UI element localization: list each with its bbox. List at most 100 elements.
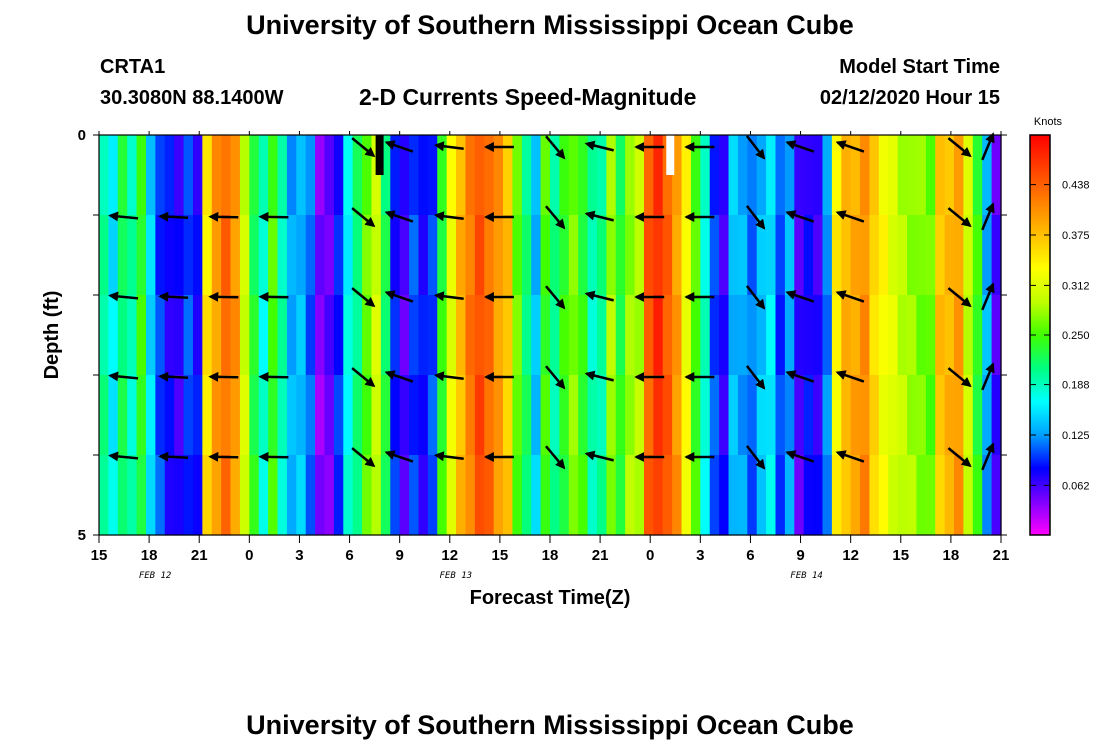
heatmap-cell [775, 135, 786, 216]
heatmap-cell [935, 135, 946, 216]
heatmap-cell [117, 295, 128, 376]
heatmap-cell [399, 215, 410, 296]
heatmap-cell [841, 375, 852, 456]
heatmap-cell [625, 215, 636, 296]
heatmap-cell [568, 215, 579, 296]
heatmap-cell [371, 215, 382, 296]
heatmap-cell [409, 215, 420, 296]
heatmap-cell [380, 375, 391, 456]
current-vector [433, 451, 464, 462]
heatmap-cell [841, 295, 852, 376]
heatmap-cell [954, 375, 965, 456]
heatmap-cell [296, 135, 307, 216]
plot-title: 2-D Currents Speed-Magnitude [359, 84, 697, 110]
heatmap-cell [690, 375, 701, 456]
heatmap-cell [653, 135, 664, 216]
heatmap-cell [606, 375, 617, 456]
heatmap-cell [991, 135, 1002, 216]
heatmap-cell [108, 455, 119, 536]
heatmap-cell [446, 135, 457, 216]
current-vector [384, 210, 414, 223]
heatmap-cell [596, 215, 607, 296]
current-vector [351, 447, 376, 468]
station-coords: 30.3080N 88.1400W [100, 87, 284, 109]
heatmap-cell [352, 455, 363, 536]
heatmap-cell [963, 135, 974, 216]
heatmap-cell [99, 455, 109, 536]
heatmap-cell [982, 215, 993, 296]
current-vector [108, 371, 139, 382]
heatmap-cell [672, 215, 683, 296]
heatmap-cell [380, 455, 391, 536]
heatmap-cell [324, 295, 335, 376]
heatmap-cell [521, 135, 532, 216]
current-vector [158, 371, 189, 382]
heatmap-cell [108, 295, 119, 376]
current-vector [208, 291, 239, 302]
heatmap-cell [99, 375, 109, 456]
heatmap-cell [775, 215, 786, 296]
heatmap-cell [794, 295, 805, 376]
heatmap-cell [766, 215, 777, 296]
heatmap-cell [756, 135, 767, 216]
x-tick-label: 21 [592, 547, 609, 564]
heatmap-cell [672, 375, 683, 456]
heatmap-cell [653, 375, 664, 456]
heatmap-cell [728, 295, 739, 376]
heatmap-cell [427, 375, 438, 456]
heatmap-cell [756, 295, 767, 376]
heatmap-cell [700, 295, 711, 376]
heatmap-cell [869, 375, 880, 456]
heatmap-cell [136, 295, 147, 376]
heatmap-cell [296, 455, 307, 536]
heatmap-cell [155, 135, 166, 216]
heatmap-cell [803, 455, 814, 536]
heatmap-cell [352, 375, 363, 456]
heatmap-cell [531, 215, 542, 296]
heatmap-cell [860, 135, 871, 216]
heatmap-cell [737, 295, 748, 376]
heatmap-cell [465, 295, 476, 376]
heatmap-cell [897, 375, 908, 456]
heatmap-cell [221, 295, 232, 376]
heatmap-cell [99, 215, 109, 296]
heatmap-cell [991, 375, 1002, 456]
heatmap-cell [690, 455, 701, 536]
current-vector [433, 211, 464, 222]
heatmap-cell [371, 455, 382, 536]
current-vector [835, 290, 865, 303]
heatmap-cell [587, 295, 598, 376]
heatmap-cell [465, 135, 476, 216]
heatmap-cell [202, 215, 213, 296]
heatmap-cell [418, 295, 429, 376]
heatmap-cell [869, 135, 880, 216]
heatmap-cell [183, 215, 194, 296]
heatmap-cell [305, 295, 316, 376]
heatmap-cell [766, 455, 777, 536]
heatmap-cell [700, 135, 711, 216]
heatmap-cell [183, 135, 194, 216]
heatmap-cell [390, 215, 401, 296]
heatmap-cell [672, 455, 683, 536]
heatmap-cell [681, 135, 692, 216]
heatmap-cell [841, 215, 852, 296]
heatmap-cell [596, 455, 607, 536]
colorbar-tick-label: 0.062 [1062, 480, 1090, 492]
current-vector [384, 290, 414, 303]
heatmap-cell [643, 135, 654, 216]
heatmap-cell [606, 135, 617, 216]
heatmap-cell [709, 455, 720, 536]
x-tick-label: 9 [395, 547, 403, 564]
heatmap-cell [925, 375, 936, 456]
heatmap-cell [277, 135, 288, 216]
heatmap-cell [164, 375, 175, 456]
heatmap-cell [709, 295, 720, 376]
heatmap-cell [380, 135, 391, 216]
colorbar: Knots 0.062 0.125 0.188 0.250 0.312 0.375 0.43… [1029, 116, 1090, 536]
heatmap-cell [343, 295, 354, 376]
heatmap-cell [512, 455, 523, 536]
x-tick-label: 6 [345, 547, 353, 564]
current-vector [351, 367, 376, 388]
heatmap-cell [474, 135, 485, 216]
heatmap-cell [813, 295, 824, 376]
